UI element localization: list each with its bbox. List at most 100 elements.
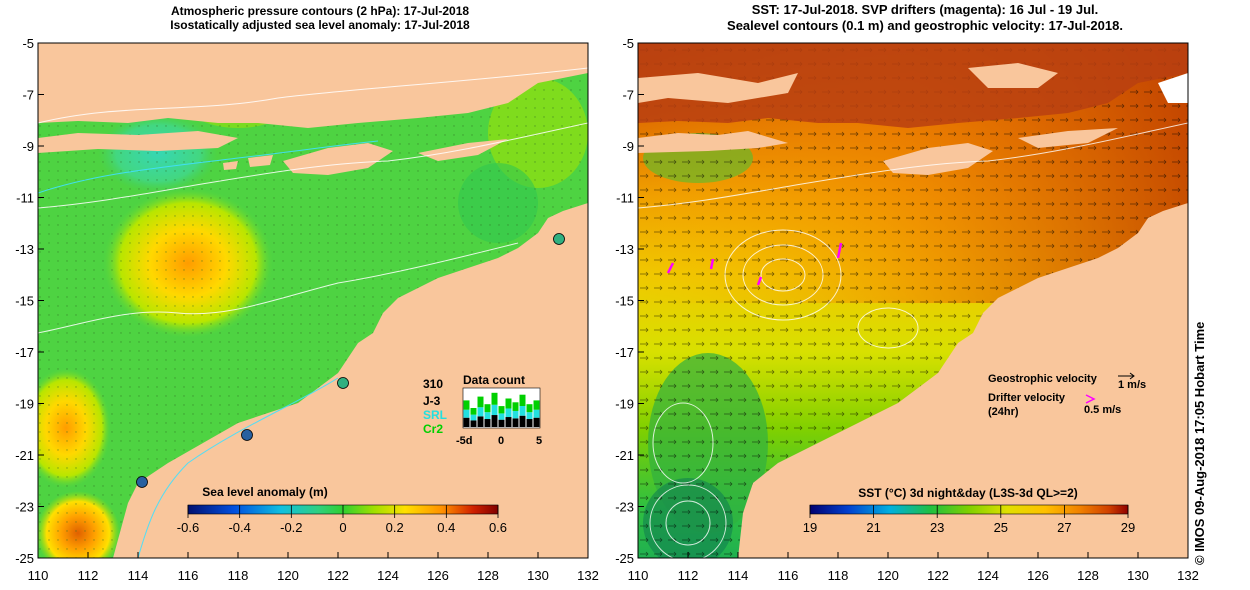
data-count-bar — [484, 412, 491, 420]
left-y-tick-label: -5 — [22, 36, 34, 51]
data-count-bar — [512, 410, 519, 419]
left-title-line1: Atmospheric pressure contours (2 hPa): 1… — [170, 4, 470, 18]
drifter-scale: 0.5 m/s — [1084, 404, 1121, 416]
left-y-tick-label: -21 — [15, 448, 34, 463]
left-x-tick-label: 116 — [178, 568, 199, 583]
data-count-bar — [477, 396, 484, 408]
credit-text: © IMOS 09-Aug-2018 17:05 Hobart Time — [1192, 321, 1207, 565]
data-count-bar — [519, 415, 526, 427]
right-x-tick-label: 114 — [728, 568, 749, 583]
right-x-tick-label: 118 — [828, 568, 849, 583]
data-count-xtick: 5 — [536, 435, 542, 447]
sst-colorbar-tick-label: 23 — [930, 520, 944, 535]
sla-colorbar-tick-label: -0.2 — [280, 520, 302, 535]
data-count-bar — [498, 413, 505, 420]
sst-colorbar-label: SST (°C) 3d night&day (L3S-3d QL>=2) — [858, 486, 1078, 500]
data-count-bar — [533, 417, 540, 427]
sla-colorbar-label: Sea level anomaly (m) — [202, 485, 327, 499]
data-count-bar — [470, 414, 477, 421]
left-y-tick-label: -19 — [15, 397, 34, 412]
mission-label-cr2: Cr2 — [423, 422, 443, 436]
right-x-tick-label: 110 — [628, 568, 649, 583]
left-title-line2: Isostatically adjusted sea level anomaly… — [170, 18, 470, 32]
left-y-tick-label: -25 — [15, 551, 34, 566]
sst-colorbar-tick-label: 21 — [866, 520, 880, 535]
tide-gauge-marker[interactable] — [136, 476, 148, 488]
right-x-tick-label: 130 — [1127, 568, 1149, 583]
left-x-tick-label: 114 — [128, 568, 149, 583]
left-x-tick-label: 132 — [577, 568, 599, 583]
tide-gauge-marker[interactable] — [241, 429, 253, 441]
left-y-tick-label: -9 — [22, 139, 34, 154]
data-count-bar — [505, 398, 512, 409]
geostrophic-scale: 1 m/s — [1118, 379, 1146, 391]
right-y-tick-label: -11 — [616, 191, 634, 206]
right-y-tick-label: -21 — [615, 448, 634, 463]
left-x-tick-label: 126 — [427, 568, 449, 583]
right-y-tick-label: -15 — [615, 294, 634, 309]
right-y-tick-label: -17 — [615, 345, 634, 360]
mission-label-srl: SRL — [423, 408, 447, 422]
data-count-bar — [519, 394, 526, 407]
tide-gauge-marker[interactable] — [553, 233, 565, 245]
left-y-tick-label: -7 — [22, 88, 34, 103]
left-x-tick-label: 128 — [477, 568, 499, 583]
left-x-tick-label: 112 — [78, 568, 99, 583]
left-y-tick-label: -13 — [15, 242, 34, 257]
sst-map[interactable]: Geostrophic velocity 1 m/s Drifter veloc… — [638, 43, 1188, 558]
right-x-tick-label: 124 — [977, 568, 999, 583]
data-count-bar — [470, 408, 477, 415]
tide-gauge-marker[interactable] — [337, 377, 349, 389]
right-x-tick-label: 128 — [1077, 568, 1099, 583]
left-x-tick-label: 118 — [228, 568, 249, 583]
right-y-tick-label: -13 — [615, 242, 634, 257]
data-count-bar — [512, 418, 519, 427]
data-count-bar — [533, 409, 540, 418]
right-y-tick-label: -9 — [622, 139, 634, 154]
sst-colorbar-tick-label: 29 — [1121, 520, 1135, 535]
right-y-tick-label: -5 — [622, 36, 634, 51]
data-count-bar — [470, 420, 477, 427]
right-y-tick-label: -19 — [615, 397, 634, 412]
drifter-velocity-label: Drifter velocity — [988, 392, 1066, 404]
left-x-tick-label: 122 — [327, 568, 349, 583]
sst-colorbar-tick-label: 19 — [803, 520, 817, 535]
mission-label-j3: J-3 — [423, 394, 441, 408]
right-map-title: SST: 17-Jul-2018. SVP drifters (magenta)… — [645, 2, 1205, 34]
right-title-line1: SST: 17-Jul-2018. SVP drifters (magenta)… — [751, 2, 1099, 17]
data-count-xtick: -5d — [456, 435, 473, 447]
left-y-tick-label: -17 — [15, 345, 34, 360]
right-y-tick-label: -25 — [615, 551, 634, 566]
right-x-tick-label: 126 — [1027, 568, 1049, 583]
right-x-tick-label: 122 — [927, 568, 949, 583]
left-y-tick-label: -11 — [16, 191, 34, 206]
data-count-total: 310 — [423, 377, 443, 391]
drifter-velocity-label-2: (24hr) — [988, 406, 1019, 418]
right-x-tick-label: 116 — [778, 568, 799, 583]
right-y-tick-label: -23 — [615, 500, 634, 515]
data-count-bar — [505, 408, 512, 418]
data-count-bar — [491, 415, 498, 427]
sea-level-anomaly-map[interactable]: 310 Data count J-3 SRL Cr2 -5d 0 5 Sea l… — [38, 43, 588, 558]
right-x-tick-label: 132 — [1177, 568, 1199, 583]
right-x-tick-label: 112 — [678, 568, 699, 583]
right-x-tick-label: 120 — [877, 568, 899, 583]
left-x-tick-label: 124 — [377, 568, 399, 583]
data-count-title: Data count — [463, 373, 525, 387]
data-count-bar — [519, 406, 526, 416]
geostrophic-velocity-label: Geostrophic velocity — [988, 373, 1098, 385]
data-count-bar — [484, 419, 491, 427]
data-count-bar — [463, 417, 470, 427]
left-x-tick-label: 130 — [527, 568, 549, 583]
data-count-bar — [477, 407, 484, 417]
left-y-tick-label: -15 — [15, 294, 34, 309]
left-map-title: Atmospheric pressure contours (2 hPa): 1… — [110, 4, 530, 32]
left-x-tick-label: 120 — [277, 568, 299, 583]
left-y-tick-label: -23 — [15, 500, 34, 515]
sst-colorbar-tick-label: 27 — [1057, 520, 1071, 535]
data-count-bar — [491, 404, 498, 416]
data-count-bar — [498, 406, 505, 414]
right-title-line2: Sealevel contours (0.1 m) and geostrophi… — [727, 18, 1123, 33]
data-count-bar — [484, 404, 491, 413]
sst-colorbar-tick-label: 25 — [994, 520, 1008, 535]
